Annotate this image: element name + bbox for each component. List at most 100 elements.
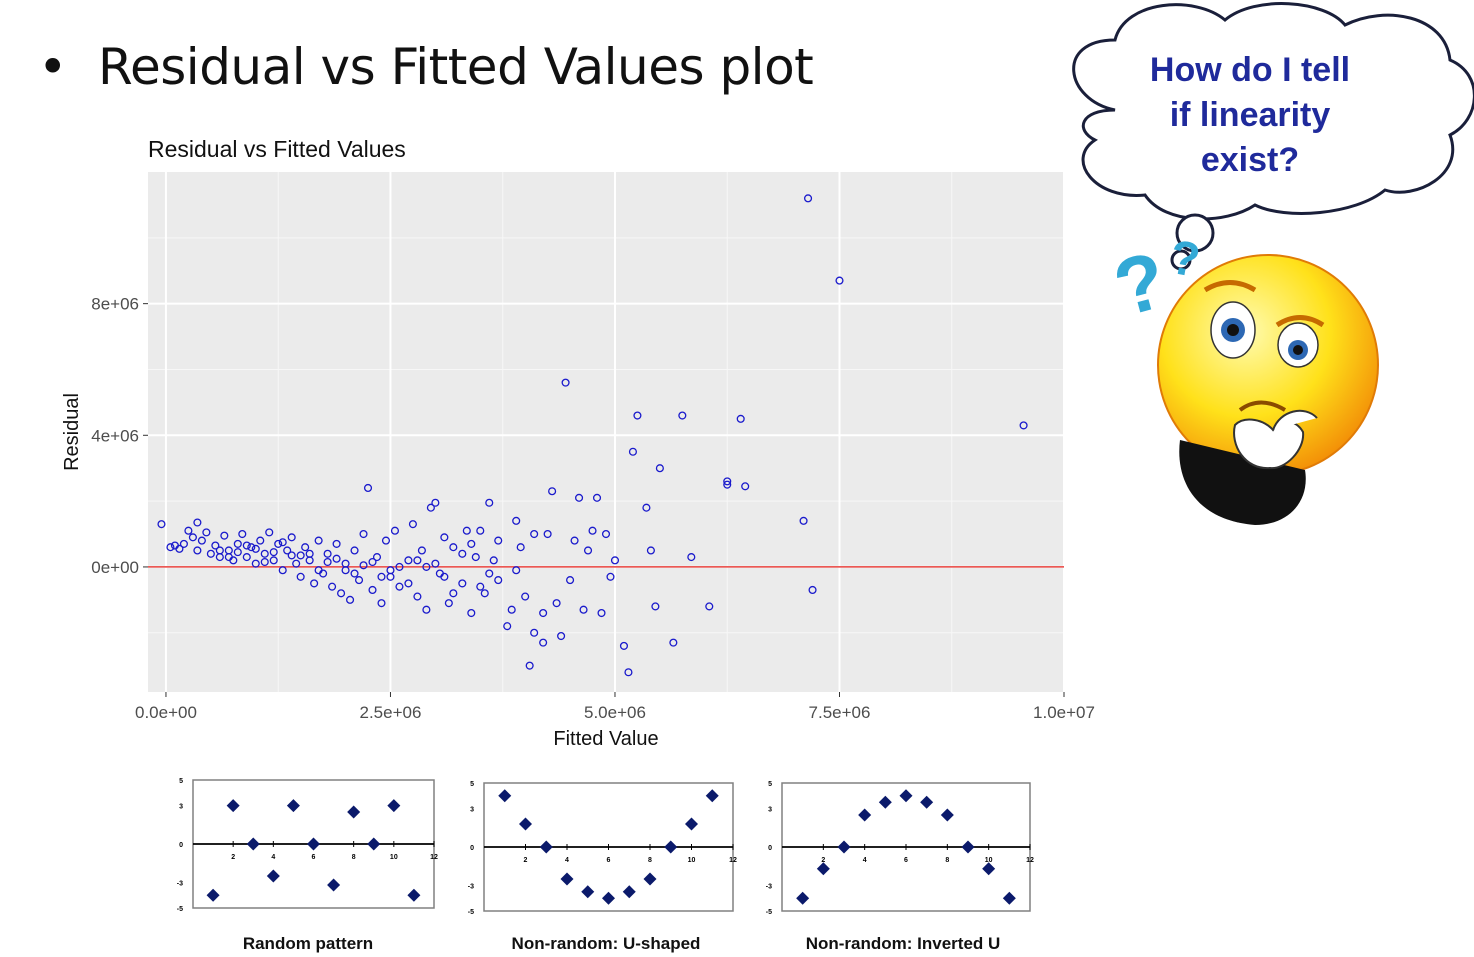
data-point	[175, 544, 184, 553]
data-point	[328, 582, 337, 591]
data-point	[310, 579, 319, 588]
data-point	[323, 549, 332, 558]
data-point	[413, 556, 422, 565]
mini-chart-2: 5 3 0 -3 -5 2 4 6 8 10 12 Non-random: U-shaped	[468, 781, 737, 953]
data-point	[341, 566, 350, 575]
data-point	[570, 536, 579, 545]
mini-y-tick-label: -5	[766, 909, 772, 916]
x-tick-label: 7.5e+06	[809, 703, 871, 722]
data-point	[269, 548, 278, 557]
x-tick-label: 5.0e+06	[584, 703, 646, 722]
data-point	[390, 526, 400, 535]
data-point	[507, 605, 516, 614]
data-point	[655, 464, 664, 473]
x-tick-label: 0.0e+00	[135, 703, 197, 722]
mini-data-point	[266, 869, 280, 883]
data-point	[835, 276, 844, 285]
axes: 0.0e+00 2.5e+06 5.0e+06 7.5e+06 1.0e+07 0e+00…	[91, 295, 1095, 722]
data-point	[404, 556, 413, 565]
y-tick-label: 0e+00	[91, 558, 139, 577]
data-point	[242, 553, 251, 562]
mini-chart-1: 5 3 0 -3 -5 2 4 6 8 10 12 Random pattern	[177, 778, 438, 953]
data-point	[557, 632, 566, 641]
data-point	[197, 536, 206, 545]
data-point	[516, 543, 525, 552]
data-point	[467, 608, 476, 618]
data-point	[687, 553, 696, 562]
data-point	[363, 483, 373, 492]
mini-x-tick-label: 6	[312, 854, 316, 861]
x-axis-label: Fitted Value	[553, 728, 658, 750]
mini-x-tick-label: 2	[231, 854, 235, 861]
data-point	[332, 539, 341, 548]
data-point	[512, 566, 521, 575]
data-point	[467, 539, 476, 548]
data-point	[337, 589, 346, 598]
mini-chart-caption: Non-random: Inverted U	[806, 934, 1001, 953]
data-point	[368, 585, 377, 595]
data-point	[314, 536, 323, 545]
data-point	[278, 566, 287, 575]
data-point	[247, 543, 256, 552]
chart-title: Residual vs Fitted Values	[148, 136, 406, 162]
data-point	[485, 498, 494, 507]
data-point	[269, 556, 278, 565]
mini-data-point	[685, 817, 698, 831]
mini-data-point	[705, 789, 719, 803]
mini-x-tick-label: 6	[607, 857, 611, 864]
data-point	[1019, 421, 1028, 430]
mini-y-tick-label: -5	[177, 906, 183, 913]
thought-bubble-text: How do I tell if linearity exist?	[1120, 48, 1380, 183]
data-point	[575, 493, 584, 502]
mini-data-point	[664, 840, 678, 854]
mini-data-point	[796, 891, 810, 905]
mini-data-point	[407, 888, 421, 902]
data-point	[471, 553, 480, 562]
data-point	[624, 668, 633, 677]
grid-lines	[148, 172, 1065, 692]
data-point	[301, 543, 310, 552]
mini-x-tick-label: 10	[390, 854, 398, 861]
data-point	[566, 576, 575, 585]
data-point	[588, 526, 597, 535]
data-point	[804, 194, 813, 203]
y-tick-label: 8e+06	[91, 295, 139, 314]
data-point	[193, 546, 202, 555]
data-point	[808, 585, 817, 595]
data-point	[408, 520, 417, 529]
mini-chart-3: 5 3 0 -3 -5 2 4 6 8 10 12 Non-random: Inverted U	[766, 781, 1034, 953]
data-point	[274, 539, 283, 548]
mini-y-tick-label: 5	[470, 781, 474, 788]
data-point	[651, 602, 660, 611]
mini-data-point	[940, 808, 954, 822]
mini-x-tick-label: 10	[688, 857, 696, 864]
mini-data-point	[206, 888, 220, 902]
mini-data-point	[622, 885, 636, 899]
data-point	[395, 562, 404, 571]
mini-y-tick-label: 3	[768, 807, 772, 814]
mini-data-point	[226, 799, 240, 813]
data-point	[601, 529, 611, 539]
data-point	[377, 572, 386, 581]
data-point	[705, 602, 714, 611]
data-point	[669, 638, 678, 647]
data-point	[350, 569, 359, 578]
data-point	[386, 566, 395, 575]
data-point	[449, 589, 458, 598]
data-point	[440, 572, 449, 581]
data-point	[799, 516, 808, 525]
mini-x-tick-label: 2	[821, 857, 825, 864]
data-point	[251, 544, 260, 553]
data-point	[220, 531, 229, 540]
data-point	[260, 549, 269, 558]
data-point	[354, 576, 364, 585]
mini-data-point	[982, 862, 996, 876]
data-point	[292, 559, 301, 568]
mini-data-point	[858, 808, 872, 822]
thought-circle-large	[1175, 213, 1215, 253]
data-point	[296, 572, 305, 581]
data-point	[678, 411, 687, 420]
mini-data-point	[920, 795, 934, 809]
data-point	[462, 526, 471, 535]
data-point	[619, 641, 629, 650]
